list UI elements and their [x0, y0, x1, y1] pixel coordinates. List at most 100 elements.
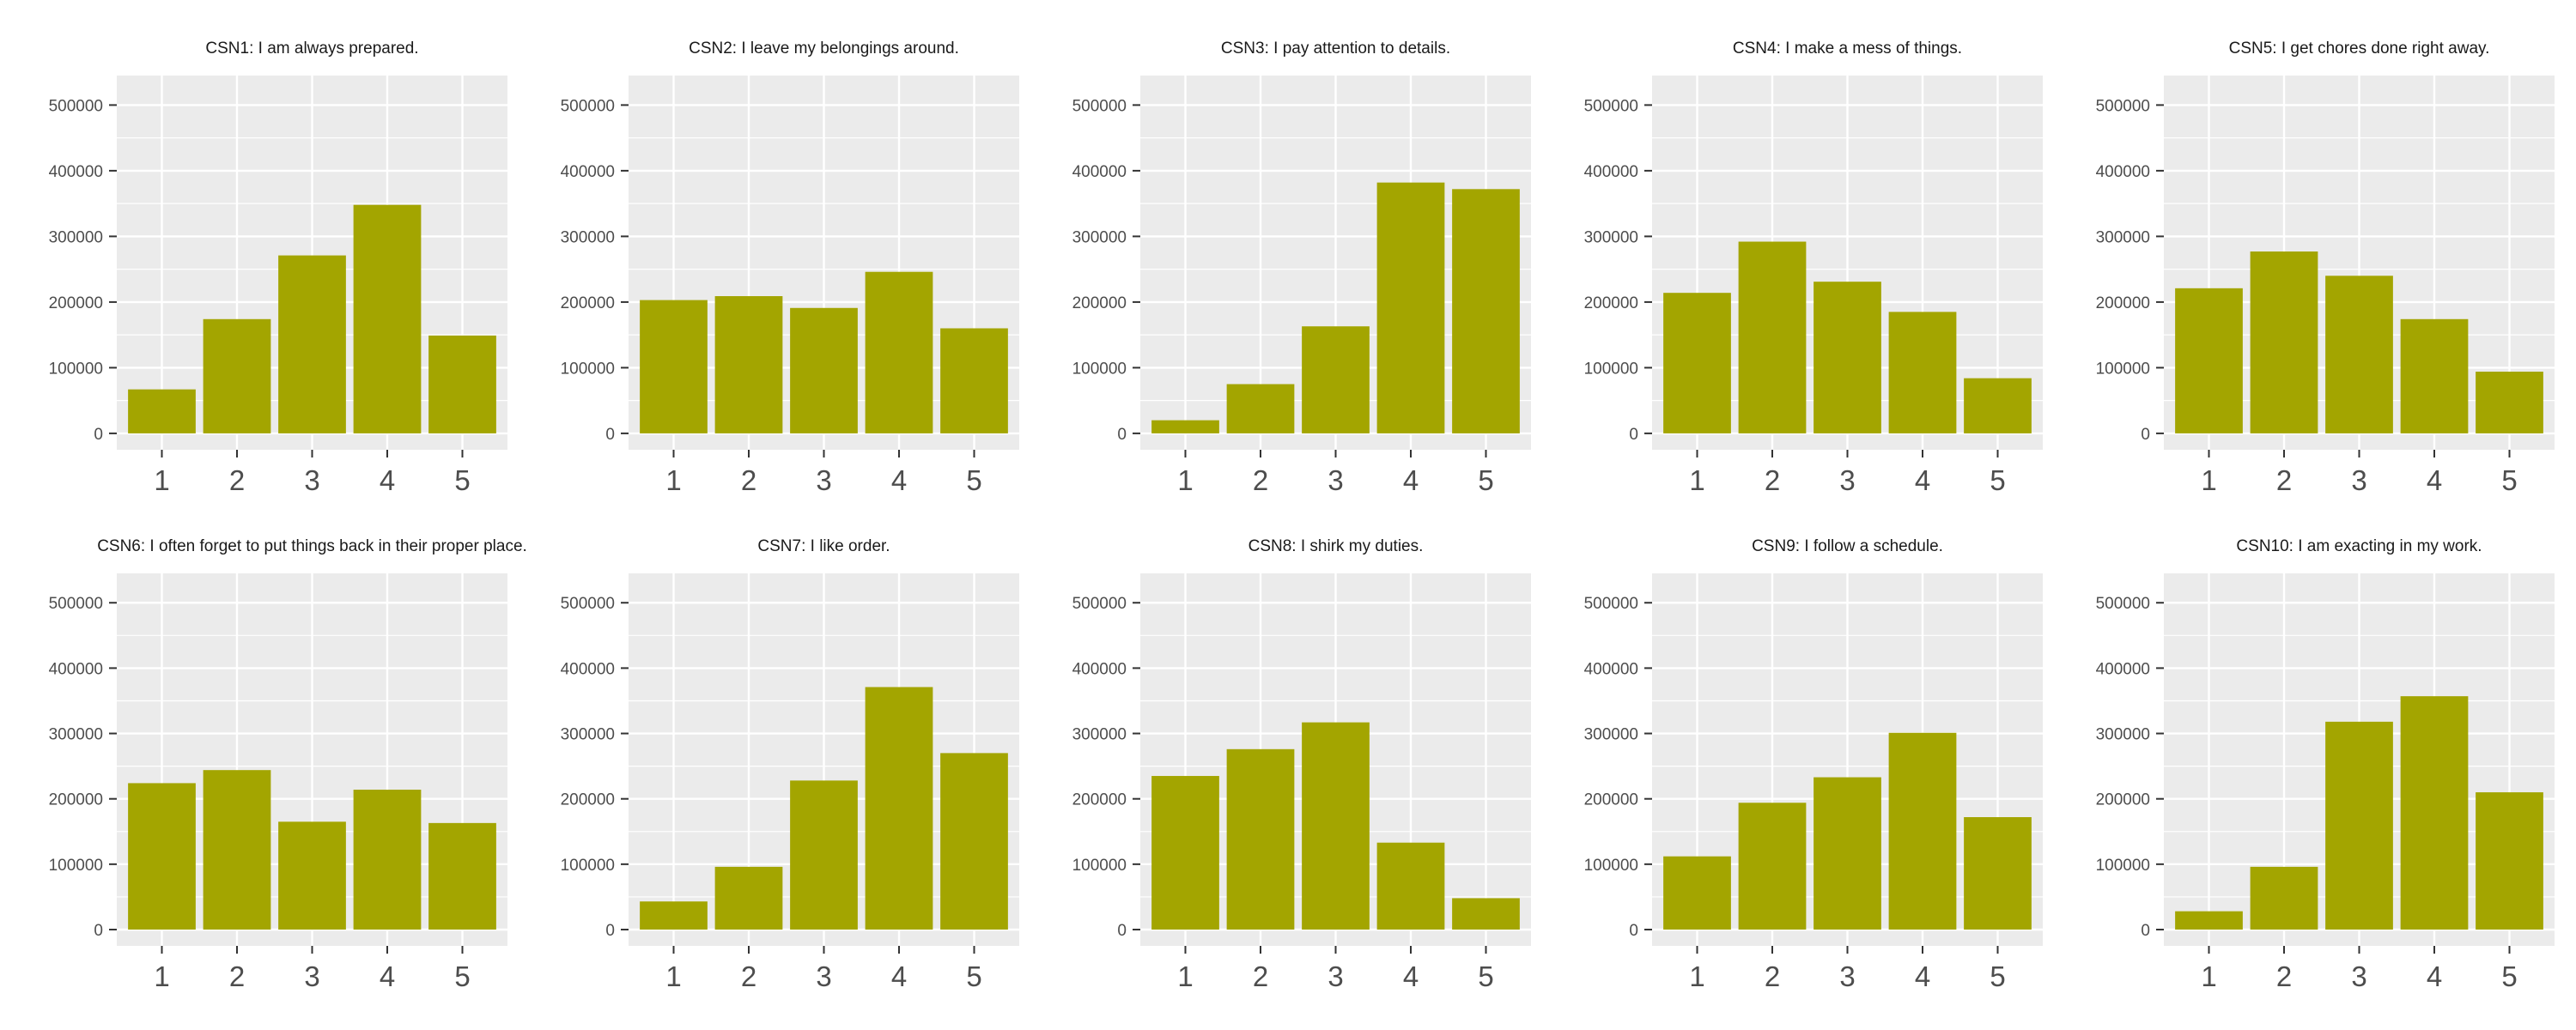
- x-tick-label: 4: [1403, 464, 1419, 496]
- y-tick-label: 400000: [1072, 163, 1127, 181]
- x-tick-label: 2: [1253, 464, 1268, 496]
- y-tick-label: 500000: [49, 97, 103, 115]
- y-tick-label: 200000: [1072, 791, 1127, 809]
- bar: [2400, 318, 2469, 433]
- bar: [940, 753, 1008, 930]
- x-tick-label: 1: [1177, 960, 1193, 992]
- x-tick-label: 4: [380, 464, 395, 496]
- x-tick-label: 3: [1839, 960, 1855, 992]
- x-tick-label: 4: [2427, 464, 2442, 496]
- y-tick-label: 0: [94, 922, 103, 940]
- x-tick-label: 4: [2427, 960, 2442, 992]
- chart-panel: 0 100000 200000 300000 400000 500000 1 2 3 4 5 CSN1…: [49, 39, 507, 496]
- y-tick-label: 100000: [49, 360, 103, 378]
- y-tick-label: 200000: [1584, 294, 1638, 312]
- x-tick-label: 3: [304, 960, 319, 992]
- x-tick-label: 1: [2201, 960, 2216, 992]
- chart-panel: 0 100000 200000 300000 400000 500000 1 2 3 4 5 CSN8…: [1072, 537, 1531, 992]
- bar: [428, 335, 496, 433]
- y-tick-label: 300000: [1072, 726, 1127, 744]
- y-tick-label: 0: [1117, 922, 1127, 940]
- bar: [1964, 378, 2032, 433]
- y-tick-label: 100000: [1584, 360, 1638, 378]
- x-tick-label: 2: [1765, 960, 1780, 992]
- x-tick-label: 4: [1915, 464, 1930, 496]
- x-tick-label: 2: [741, 464, 756, 496]
- chart-panel: 0 100000 200000 300000 400000 500000 1 2 3 4 5 CSN3…: [1072, 39, 1531, 496]
- bar: [1663, 856, 1731, 930]
- y-tick-label: 0: [1629, 426, 1638, 444]
- x-tick-label: 2: [1253, 960, 1268, 992]
- y-tick-label: 100000: [49, 857, 103, 875]
- x-tick-label: 1: [1689, 960, 1704, 992]
- x-tick-label: 5: [2501, 464, 2517, 496]
- x-tick-label: 5: [1478, 464, 1493, 496]
- x-tick-label: 5: [454, 960, 470, 992]
- bar: [640, 901, 708, 930]
- bar: [1151, 776, 1219, 930]
- y-tick-label: 500000: [1072, 97, 1127, 115]
- y-tick-label: 0: [1629, 922, 1638, 940]
- bar: [714, 866, 783, 930]
- bar: [1226, 748, 1295, 930]
- bar: [1888, 732, 1957, 930]
- y-tick-label: 300000: [1072, 228, 1127, 246]
- y-tick-label: 300000: [2096, 228, 2150, 246]
- y-tick-label: 100000: [2096, 360, 2150, 378]
- bar: [2250, 251, 2318, 433]
- y-tick-label: 300000: [2096, 726, 2150, 744]
- x-tick-label: 3: [2351, 464, 2366, 496]
- x-tick-label: 2: [741, 960, 756, 992]
- panel-title: CSN1: I am always prepared.: [205, 39, 418, 58]
- y-tick-label: 300000: [49, 228, 103, 246]
- chart-panel: 0 100000 200000 300000 400000 500000 1 2 3 4 5 CSN1…: [2096, 537, 2555, 992]
- panel-title: CSN2: I leave my belongings around.: [689, 39, 959, 58]
- x-tick-label: 4: [891, 464, 907, 496]
- panel-title: CSN8: I shirk my duties.: [1249, 537, 1424, 555]
- x-tick-label: 2: [2276, 960, 2292, 992]
- x-tick-label: 3: [1839, 464, 1855, 496]
- x-tick-label: 2: [1765, 464, 1780, 496]
- panel-title: CSN10: I am exacting in my work.: [2236, 537, 2482, 555]
- y-tick-label: 100000: [2096, 857, 2150, 875]
- x-tick-label: 2: [229, 464, 245, 496]
- y-tick-label: 0: [2141, 426, 2150, 444]
- bar: [353, 790, 422, 930]
- x-tick-label: 3: [1327, 960, 1343, 992]
- bar: [2325, 276, 2393, 433]
- chart-panel: 0 100000 200000 300000 400000 500000 1 2 3 4 5 CSN4…: [1584, 39, 2043, 496]
- bar: [2250, 866, 2318, 930]
- y-tick-label: 100000: [561, 360, 615, 378]
- x-tick-label: 3: [304, 464, 319, 496]
- y-tick-label: 0: [605, 922, 615, 940]
- bar: [1151, 420, 1219, 433]
- bar: [2175, 911, 2243, 930]
- bar: [128, 389, 196, 433]
- y-tick-label: 300000: [1584, 726, 1638, 744]
- x-tick-label: 3: [816, 960, 831, 992]
- x-tick-label: 1: [1689, 464, 1704, 496]
- x-tick-label: 5: [1990, 960, 2005, 992]
- y-tick-label: 300000: [49, 726, 103, 744]
- bar: [865, 687, 933, 930]
- x-tick-label: 4: [891, 960, 907, 992]
- x-tick-label: 1: [665, 464, 681, 496]
- bar: [640, 300, 708, 433]
- bar: [1376, 182, 1445, 433]
- bar: [1738, 803, 1807, 930]
- x-tick-label: 3: [1327, 464, 1343, 496]
- x-tick-label: 1: [154, 464, 169, 496]
- x-tick-label: 2: [229, 960, 245, 992]
- bar: [1376, 842, 1445, 930]
- x-tick-label: 3: [816, 464, 831, 496]
- y-tick-label: 0: [94, 426, 103, 444]
- x-tick-label: 5: [966, 464, 981, 496]
- x-tick-label: 4: [1403, 960, 1419, 992]
- bar: [1452, 898, 1520, 930]
- bar: [128, 783, 196, 930]
- bar: [278, 821, 346, 930]
- x-tick-label: 4: [380, 960, 395, 992]
- panel-title: CSN6: I often forget to put things back …: [97, 537, 527, 555]
- chart-panel: 0 100000 200000 300000 400000 500000 1 2 3 4 5 CSN6…: [49, 537, 527, 992]
